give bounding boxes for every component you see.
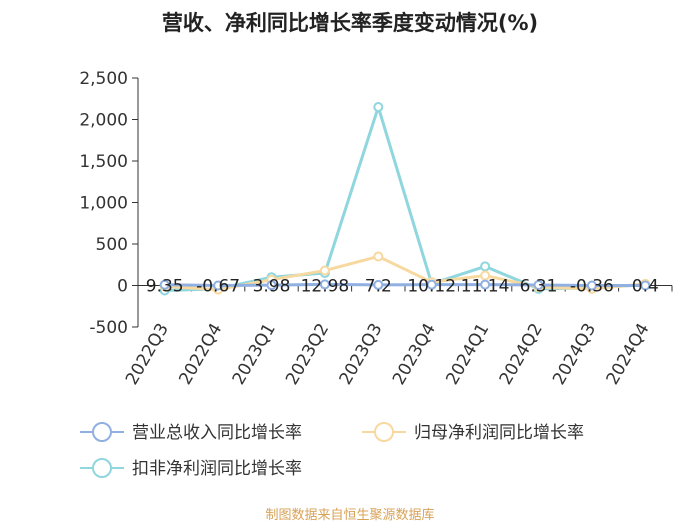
y-tick-label: -500 [89, 318, 128, 338]
series-point [480, 279, 491, 290]
data-label: 7.2 [365, 277, 392, 297]
data-label: 6.31 [520, 277, 558, 297]
data-labels: 9.35 -0.67 3.98 12.98 7.2 10.12 11.14 6.31 -0.36… [146, 277, 659, 297]
x-tick-label: 2023Q2 [282, 320, 333, 388]
x-tick-label: 2022Q3 [122, 320, 173, 388]
legend-swatch-marker [92, 422, 112, 442]
data-label: -0.67 [196, 277, 240, 297]
data-label: 12.98 [301, 277, 350, 297]
legend-item: 归母净利润同比增长率 [362, 422, 584, 443]
y-tick-label: 2,000 [79, 111, 128, 131]
y-tick-label: 0 [117, 277, 128, 297]
data-label: 11.14 [461, 277, 510, 297]
series-point [319, 265, 330, 276]
x-tick-label: 2023Q1 [229, 320, 280, 388]
legend-swatch-marker [374, 422, 394, 442]
series-point [319, 279, 330, 290]
data-label: 0.4 [632, 277, 659, 297]
x-tick-label: 2022Q4 [175, 320, 226, 388]
data-label: 9.35 [146, 277, 184, 297]
series-point [586, 280, 597, 291]
x-tick-label: 2024Q4 [603, 320, 654, 388]
legend-item: 扣非净利润同比增长率 [80, 458, 302, 479]
legend-item: 营业总收入同比增长率 [80, 422, 302, 443]
legend-swatch-marker [92, 458, 112, 478]
legend-label: 扣非净利润同比增长率 [132, 459, 302, 479]
series-point [480, 261, 491, 272]
legend-label: 营业总收入同比增长率 [132, 423, 302, 443]
x-tick-label: 2024Q2 [496, 320, 547, 388]
series-point [533, 279, 544, 290]
y-tick-label: 1,000 [79, 194, 128, 214]
chart-title: 营收、净利同比增长率季度变动情况(%) [162, 11, 538, 35]
series-point [373, 279, 384, 290]
legend-label: 归母净利润同比增长率 [414, 423, 584, 443]
data-label: 10.12 [407, 277, 456, 297]
footer-source: 制图数据来自恒生聚源数据库 [265, 507, 434, 523]
series-point [213, 280, 224, 291]
x-tick-label: 2023Q4 [389, 320, 440, 388]
x-tick-label: 2024Q1 [442, 320, 493, 388]
series-line [164, 105, 646, 292]
y-tick-label: 1,500 [79, 152, 128, 172]
series-point [373, 251, 384, 262]
series-point [426, 279, 437, 290]
series-point [159, 279, 170, 290]
series-layer [159, 102, 651, 296]
series-point [266, 280, 277, 291]
series-point [480, 270, 491, 281]
series-point [640, 280, 651, 291]
x-tick-label: 2024Q3 [549, 320, 600, 388]
data-label: 3.98 [253, 277, 291, 297]
y-tick-label: 500 [96, 235, 128, 255]
series-point [373, 102, 384, 113]
y-tick-label: 2,500 [79, 69, 128, 89]
x-tick-label: 2023Q3 [336, 320, 387, 388]
series-line [164, 282, 646, 288]
data-label: -0.36 [570, 277, 614, 297]
